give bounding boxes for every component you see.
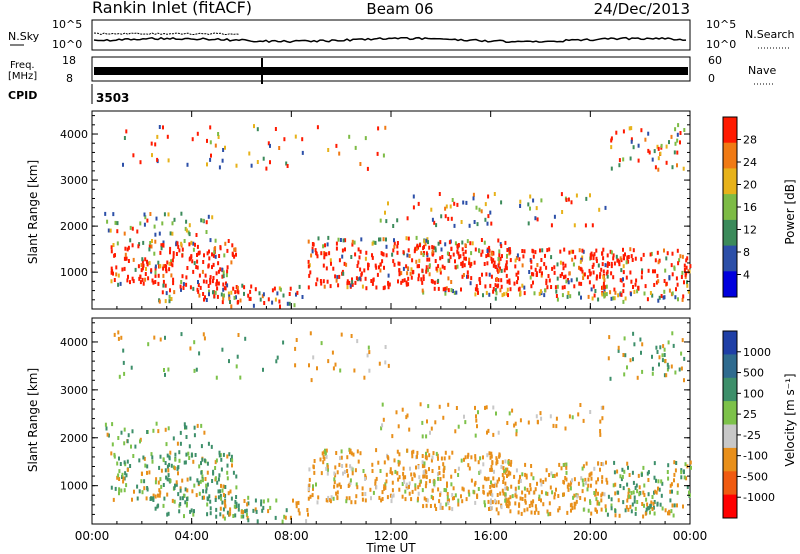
power-heatmap [104, 123, 692, 309]
y-tick-label: 4000 [60, 128, 88, 141]
noise-right-label: N.Search [745, 28, 795, 41]
colorbar-tick-label: 8 [743, 246, 750, 259]
colorbar-swatch [723, 117, 737, 144]
colorbar-swatch [723, 494, 737, 519]
colorbar-tick-label: -500 [743, 470, 768, 483]
freq-label-line1: Freq. [10, 60, 35, 71]
colorbar-swatch [723, 447, 737, 472]
y-tick-label: 1000 [60, 480, 88, 493]
colorbar-tick-label: 4 [743, 269, 750, 282]
noise-panel: N.Sky 10^5 10^0 10^5 10^0 N.Search [8, 18, 795, 51]
colorbar-tick-label: 20 [743, 179, 757, 192]
freq-tick-bottom: 8 [66, 72, 73, 85]
colorbar-tick-label: 28 [743, 134, 757, 147]
axes: 1000 2000 3000 4000 00:00 04:00 08:00 12:00 16:0… [60, 111, 707, 543]
velocity-colorbar-label: Velocity [m s⁻¹] [783, 373, 797, 466]
colorbar-swatch [723, 219, 737, 247]
colorbar-swatch [723, 401, 737, 425]
nave-label: Nave [748, 64, 776, 77]
y-tick-label: 3000 [60, 384, 88, 397]
beam-title: Beam 06 [366, 0, 433, 18]
x-axis-title: Time UT [365, 541, 416, 554]
velocity-colorbar: 1000 500 100 25 -25 -100 -500 -1000 [722, 330, 775, 519]
y-tick-label: 1000 [60, 266, 88, 279]
colorbar-swatch [723, 354, 737, 379]
y-tick-label: 3000 [60, 174, 88, 187]
colorbar-tick-label: -25 [743, 429, 761, 442]
colorbar-swatch [723, 194, 737, 221]
noise-right-tick-bottom: 10^0 [706, 38, 736, 51]
x-tick-label: 00:00 [75, 529, 110, 543]
power-colorbar-label: Power [dB] [783, 179, 797, 244]
x-tick-label: 00:00 [673, 529, 708, 543]
colorbar-tick-label: 500 [743, 367, 764, 380]
x-tick-label: 12:00 [374, 529, 409, 543]
colorbar-tick-label: 100 [743, 387, 764, 400]
colorbar-swatch [723, 377, 737, 402]
noise-right-tick-top: 10^5 [706, 18, 736, 31]
colorbar-swatch [723, 271, 737, 298]
frequency-band [94, 67, 688, 75]
noise-search-trace [93, 32, 240, 36]
colorbar-tick-label: -1000 [743, 491, 775, 504]
y-tick-label: 2000 [60, 432, 88, 445]
colorbar-tick-label: 12 [743, 224, 757, 237]
x-tick-label: 16:00 [473, 529, 508, 543]
power-panel-frame [91, 110, 691, 310]
y-tick-label: 2000 [60, 220, 88, 233]
noise-sky-trace [93, 36, 687, 44]
velocity-ylabel: Slant Range [km] [26, 368, 40, 472]
freq-tick-top: 18 [62, 54, 76, 67]
x-tick-label: 20:00 [573, 529, 608, 543]
power-ylabel: Slant Range [km] [26, 160, 40, 264]
colorbar-swatch [723, 424, 737, 449]
freq-label-line2: [MHz] [8, 71, 37, 82]
colorbar-swatch [723, 471, 737, 496]
noise-left-tick-top: 10^5 [52, 18, 82, 31]
colorbar-tick-label: 25 [743, 408, 757, 421]
velocity-heatmap [104, 330, 692, 524]
nave-tick-bottom: 0 [708, 72, 715, 85]
colorbar-tick-label: 1000 [743, 346, 771, 359]
date-title: 24/Dec/2013 [594, 0, 690, 18]
colorbar-tick-label: -100 [743, 450, 768, 463]
x-tick-label: 08:00 [274, 529, 309, 543]
power-colorbar: 4 8 12 16 20 24 28 [722, 116, 757, 298]
noise-left-tick-bottom: 10^0 [52, 38, 82, 51]
cpid-label: CPID [8, 89, 37, 102]
colorbar-swatch [723, 168, 737, 195]
nave-tick-top: 60 [708, 54, 722, 67]
x-tick-label: 04:00 [174, 529, 209, 543]
colorbar-swatch [723, 245, 737, 272]
noise-left-label: N.Sky [8, 30, 40, 43]
colorbar-tick-label: 24 [743, 156, 757, 169]
colorbar-swatch [723, 331, 737, 355]
y-tick-label: 4000 [60, 336, 88, 349]
cpid-value: 3503 [96, 91, 129, 105]
colorbar-swatch [723, 142, 737, 169]
station-title: Rankin Inlet (fitACF) [92, 0, 252, 17]
colorbar-tick-label: 16 [743, 201, 757, 214]
frequency-panel: Freq. [MHz] 18 8 60 0 Nave [8, 54, 776, 85]
